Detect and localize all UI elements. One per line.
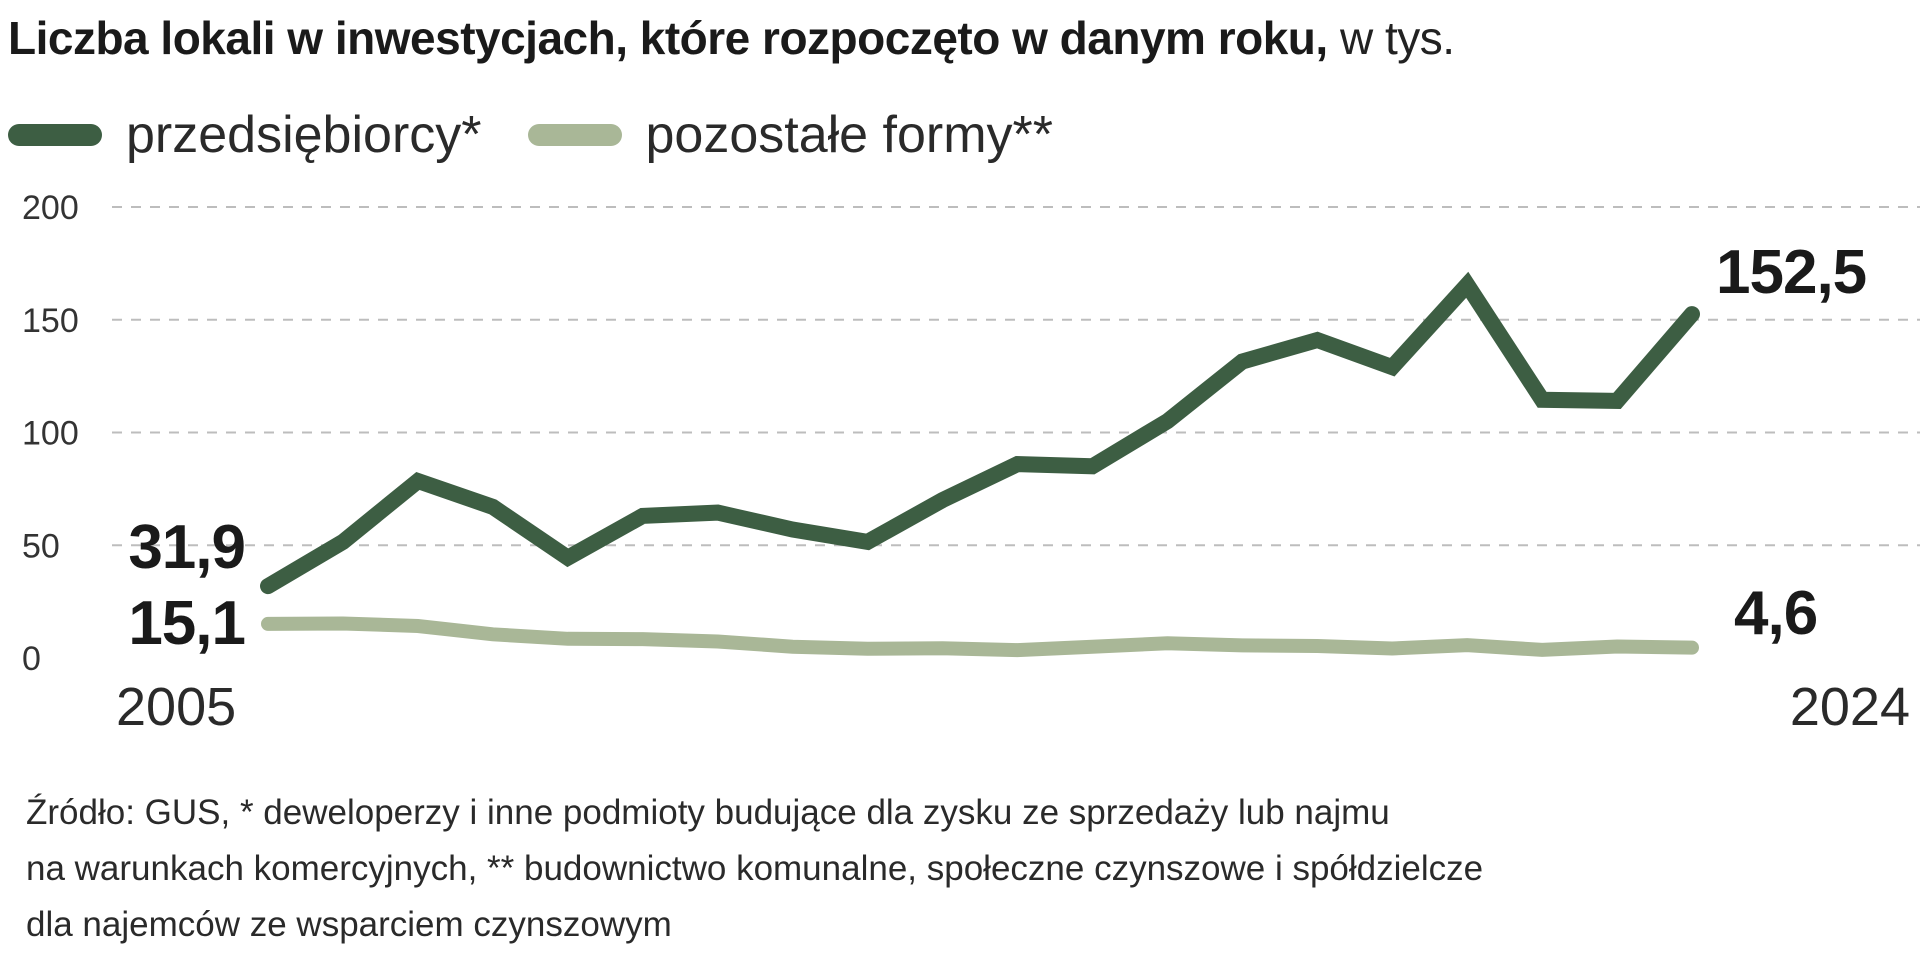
series-line-0 bbox=[260, 271, 1700, 595]
legend-item-przedsiebiorcy: przedsiębiorcy* bbox=[8, 105, 482, 165]
source-line-2: na warunkach komercyjnych, ** budownictw… bbox=[26, 849, 1484, 888]
data-label-pozostale-first: 15,1 bbox=[128, 589, 245, 658]
legend-item-pozostale: pozostałe formy** bbox=[527, 105, 1054, 165]
chart-legend: przedsiębiorcy* pozostałe formy** bbox=[8, 100, 1099, 170]
y-tick-label-200: 200 bbox=[22, 189, 79, 227]
data-label-przedsiebiorcy-first: 31,9 bbox=[128, 513, 245, 582]
legend-label-przedsiebiorcy: przedsiębiorcy* bbox=[126, 106, 482, 164]
y-tick-label-50: 50 bbox=[22, 527, 60, 565]
source-line-3: dla najemców ze wsparciem czynszowym bbox=[26, 905, 672, 944]
data-label-przedsiebiorcy-last: 152,5 bbox=[1716, 238, 1866, 307]
source-line-1: Źródło: GUS, * deweloperzy i inne podmio… bbox=[26, 793, 1390, 832]
x-tick-label-last: 2024 bbox=[1790, 677, 1910, 737]
y-tick-label-150: 150 bbox=[22, 302, 79, 340]
chart-title: Liczba lokali w inwestycjach, które rozp… bbox=[8, 6, 1455, 70]
chart-title-main: Liczba lokali w inwestycjach, które rozp… bbox=[8, 12, 1328, 64]
legend-swatch-pozostale bbox=[527, 124, 622, 146]
line-chart: 0 50 100 150 200 2005 2024 31,9 152,5 15,1 4,6 bbox=[22, 189, 1920, 737]
legend-swatch-przedsiebiorcy bbox=[8, 124, 102, 146]
y-tick-label-100: 100 bbox=[22, 415, 79, 453]
series-line-1 bbox=[261, 616, 1699, 658]
chart-title-unit: w tys. bbox=[1339, 12, 1455, 64]
y-tick-label-0: 0 bbox=[22, 640, 41, 678]
source-footnote: Źródło: GUS, * deweloperzy i inne podmio… bbox=[26, 785, 1483, 953]
data-label-pozostale-last: 4,6 bbox=[1734, 579, 1817, 648]
x-tick-label-first: 2005 bbox=[116, 677, 236, 737]
legend-label-pozostale: pozostałe formy** bbox=[645, 106, 1054, 164]
